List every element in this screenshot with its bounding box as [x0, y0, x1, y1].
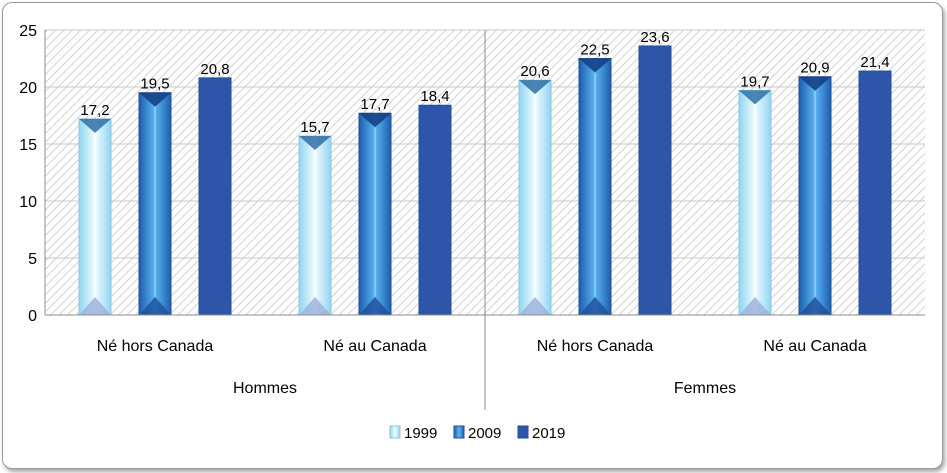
- data-label: 20,8: [200, 61, 229, 78]
- group-label: Femmes: [674, 380, 736, 397]
- bar-top-facet: [799, 76, 831, 91]
- data-label: 21,4: [860, 54, 889, 71]
- category-label: Né au Canada: [763, 338, 866, 355]
- y-tick-label: 25: [19, 23, 37, 40]
- legend-label: 2019: [532, 425, 565, 442]
- data-label: 19,7: [740, 73, 769, 90]
- data-label: 20,9: [800, 60, 829, 77]
- bar-bottom-facet: [519, 297, 551, 315]
- legend-swatch-1999: [389, 425, 401, 439]
- category-label: Né hors Canada: [97, 338, 214, 355]
- legend-label: 1999: [404, 425, 437, 442]
- bar-bottom-facet: [79, 297, 111, 315]
- y-tick-label: 5: [28, 251, 37, 268]
- bar-2019: [198, 77, 232, 316]
- bar-top-facet: [579, 58, 611, 73]
- data-label: 15,7: [300, 119, 329, 136]
- y-tick-label: 20: [19, 80, 37, 97]
- y-tick-label: 15: [19, 137, 37, 154]
- data-label: 22,5: [580, 42, 609, 59]
- bar-bottom-facet: [359, 297, 391, 315]
- data-label: 17,7: [360, 96, 389, 113]
- bar-2019: [418, 104, 452, 316]
- y-tick-label: 0: [28, 308, 37, 325]
- bar-2019: [858, 70, 892, 316]
- legend-swatch-2019: [517, 425, 529, 439]
- bar-top-facet: [299, 136, 331, 151]
- legend-label: 2009: [468, 425, 501, 442]
- bar-bottom-facet: [139, 297, 171, 315]
- bar-bottom-facet: [579, 297, 611, 315]
- bar-top-facet: [519, 80, 551, 95]
- bar-bottom-facet: [799, 297, 831, 315]
- bar-top-facet: [739, 90, 771, 105]
- data-label: 18,4: [420, 88, 449, 105]
- bar-top-facet: [139, 92, 171, 107]
- data-label: 23,6: [640, 29, 669, 46]
- data-label: 17,2: [80, 102, 109, 119]
- bar-top-facet: [79, 118, 111, 133]
- data-label: 20,6: [520, 63, 549, 80]
- group-label: Hommes: [233, 380, 297, 397]
- category-label: Né hors Canada: [537, 338, 654, 355]
- category-label: Né au Canada: [323, 338, 426, 355]
- bar-bottom-facet: [739, 297, 771, 315]
- data-label: 19,5: [140, 76, 169, 93]
- y-tick-label: 10: [19, 194, 37, 211]
- legend-swatch-2009: [453, 425, 465, 439]
- bar-2019: [638, 45, 672, 316]
- bar-bottom-facet: [299, 297, 331, 315]
- bar-top-facet: [359, 113, 391, 128]
